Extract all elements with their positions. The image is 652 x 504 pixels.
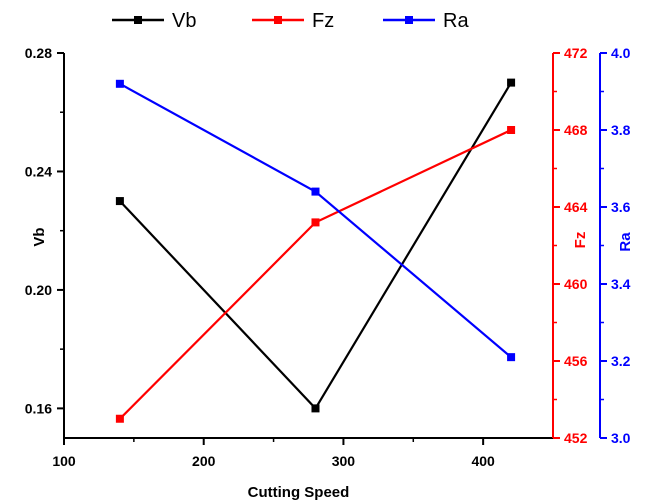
data-point-fz	[507, 126, 516, 134]
legend-label-ra: Ra	[443, 10, 469, 32]
fz-tick-label: 460	[564, 276, 588, 292]
data-point-vb	[507, 78, 516, 87]
left-tick-label: 0.28	[25, 45, 52, 61]
x-tick-label: 100	[52, 453, 76, 469]
legend-label-fz: Fz	[312, 10, 334, 32]
x-tick-label: 400	[471, 453, 495, 469]
data-point-vb	[115, 197, 124, 206]
legend-marker-fz	[274, 16, 282, 24]
x-tick-label: 300	[332, 453, 356, 469]
data-point-vb	[311, 404, 320, 413]
legend: Vb Fz Ra	[112, 10, 469, 32]
left-tick-label: 0.16	[25, 400, 52, 416]
data-point-ra	[115, 79, 124, 88]
data-point-ra	[507, 353, 516, 362]
plot-area	[115, 78, 516, 423]
ra-tick-label: 3.8	[611, 122, 631, 138]
fz-tick-label: 464	[564, 199, 588, 215]
data-point-ra	[311, 187, 320, 196]
fz-tick-label: 468	[564, 122, 588, 138]
series-line-fz	[119, 129, 512, 420]
fz-axis-title: Fz	[572, 232, 589, 249]
axes: 100 200 300 400 Cutting Speed 0.16 0.20 0.24 0.2…	[25, 45, 634, 501]
legend-label-vb: Vb	[172, 10, 196, 32]
fz-tick-label: 456	[564, 353, 588, 369]
ra-axis-title: Ra	[617, 232, 634, 252]
ra-tick-label: 3.2	[611, 353, 631, 369]
legend-marker-ra	[405, 16, 413, 24]
ra-tick-label: 3.6	[611, 199, 631, 215]
data-point-fz	[115, 414, 124, 423]
x-tick-label: 200	[192, 453, 216, 469]
legend-marker-vb	[134, 16, 142, 24]
fz-tick-label: 452	[564, 430, 588, 446]
ra-tick-label: 3.0	[611, 430, 631, 446]
x-axis-title: Cutting Speed	[248, 484, 350, 501]
ra-tick-label: 3.4	[611, 276, 631, 292]
left-axis-title: Vb	[31, 227, 48, 246]
left-tick-label: 0.20	[25, 282, 52, 298]
data-point-fz	[311, 218, 320, 227]
left-tick-label: 0.24	[25, 163, 52, 179]
fz-tick-label: 472	[564, 45, 588, 61]
ra-tick-label: 4.0	[611, 45, 631, 61]
